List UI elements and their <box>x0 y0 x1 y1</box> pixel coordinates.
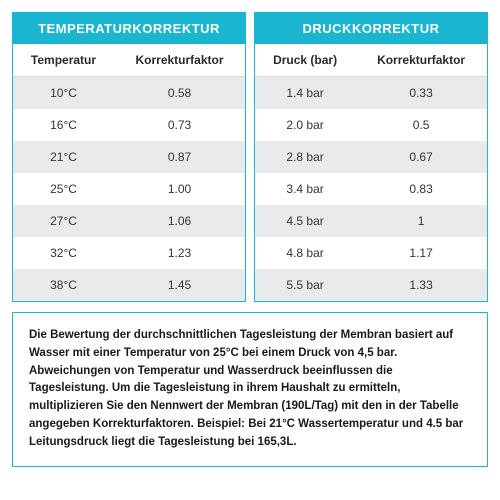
note-box: Die Bewertung der durchschnittlichen Tag… <box>12 312 488 467</box>
note-text: Die Bewertung der durchschnittlichen Tag… <box>29 327 471 452</box>
table-row: 1.4 bar0.33 <box>255 77 487 110</box>
temp-col-0: Temperatur <box>13 44 114 77</box>
table-row: 4.5 bar1 <box>255 205 487 237</box>
table-row: 4.8 bar1.17 <box>255 237 487 269</box>
table-row: 3.4 bar0.83 <box>255 173 487 205</box>
table-row: 25°C1.00 <box>13 173 245 205</box>
temp-col-1: Korrekturfaktor <box>114 44 245 77</box>
temperature-table-wrap: TEMPERATURKORREKTUR Temperatur Korrektur… <box>12 12 246 302</box>
pressure-col-0: Druck (bar) <box>255 44 355 77</box>
pressure-table-wrap: DRUCKKORREKTUR Druck (bar) Korrekturfakt… <box>254 12 488 302</box>
table-row: 32°C1.23 <box>13 237 245 269</box>
temperature-table: Temperatur Korrekturfaktor 10°C0.58 16°C… <box>13 44 245 301</box>
temperature-tbody: 10°C0.58 16°C0.73 21°C0.87 25°C1.00 27°C… <box>13 77 245 302</box>
pressure-tbody: 1.4 bar0.33 2.0 bar0.5 2.8 bar0.67 3.4 b… <box>255 77 487 302</box>
table-row: 21°C0.87 <box>13 141 245 173</box>
table-row: 38°C1.45 <box>13 269 245 301</box>
table-row: 16°C0.73 <box>13 109 245 141</box>
table-row: 10°C0.58 <box>13 77 245 110</box>
table-row: 2.0 bar0.5 <box>255 109 487 141</box>
pressure-table: Druck (bar) Korrekturfaktor 1.4 bar0.33 … <box>255 44 487 301</box>
tables-row: TEMPERATURKORREKTUR Temperatur Korrektur… <box>12 12 488 302</box>
table-row: 2.8 bar0.67 <box>255 141 487 173</box>
pressure-col-1: Korrekturfaktor <box>355 44 487 77</box>
table-row: 27°C1.06 <box>13 205 245 237</box>
temperature-table-title: TEMPERATURKORREKTUR <box>13 13 245 44</box>
table-row: 5.5 bar1.33 <box>255 269 487 301</box>
pressure-table-title: DRUCKKORREKTUR <box>255 13 487 44</box>
